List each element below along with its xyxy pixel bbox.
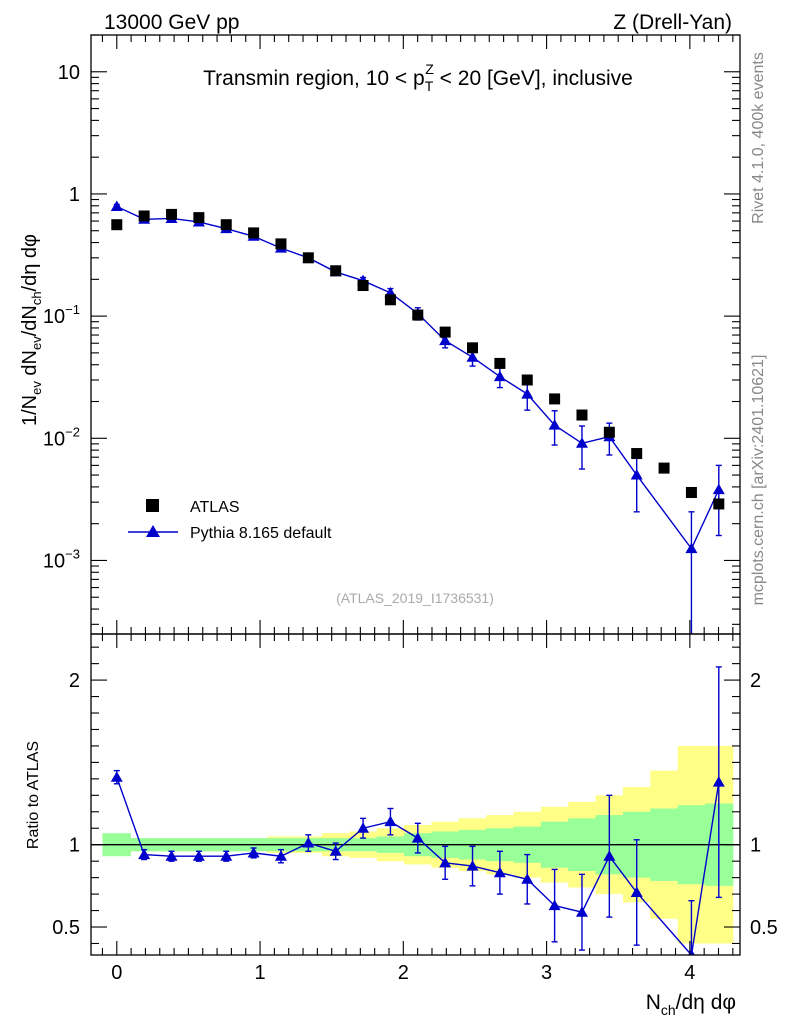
ratio-point <box>603 850 616 861</box>
ratio-point <box>357 822 370 833</box>
ratio-y-tick-label-right: 1 <box>750 835 761 857</box>
ratio-point <box>165 850 178 861</box>
svg-text:1/Nev dNev/dNch/dη dφ: 1/Nev dNev/dNch/dη dφ <box>19 234 44 426</box>
legend-pythia-marker <box>146 525 160 537</box>
x-tick-label: 2 <box>398 962 409 984</box>
pythia-point <box>439 334 452 346</box>
x-tick-label: 0 <box>111 962 122 984</box>
process-label: Z (Drell-Yan) <box>613 11 732 34</box>
ratio-point <box>138 848 151 860</box>
atlas-point <box>357 280 369 292</box>
legend-atlas-label: ATLAS <box>190 499 240 516</box>
main-panel-frame <box>90 34 741 635</box>
legend-atlas-marker <box>146 499 159 512</box>
pythia-point <box>575 437 588 448</box>
main-y-tick-label: 10−1 <box>43 302 80 328</box>
atlas-point <box>193 212 205 224</box>
axis-ticks <box>91 34 740 955</box>
legend-pythia-label: Pythia 8.165 default <box>190 525 332 542</box>
ratio-series <box>110 666 725 955</box>
atlas-point <box>384 294 396 306</box>
ratio-point <box>220 850 233 861</box>
atlas-point <box>467 342 479 354</box>
atlas-point <box>302 252 314 264</box>
ratio-point <box>384 815 397 827</box>
ratio-panel-frame <box>90 633 741 956</box>
ratio-y-tick-label-right: 2 <box>750 670 761 692</box>
atlas-point <box>549 393 561 405</box>
ratio-point <box>247 846 260 858</box>
atlas-point <box>412 309 424 321</box>
atlas-point <box>521 374 533 386</box>
pythia-point <box>685 542 698 554</box>
ratio-y-tick-label-left: 2 <box>69 670 80 692</box>
pythia-point <box>521 388 534 399</box>
atlas-point <box>275 238 287 250</box>
atlas-point <box>330 265 342 277</box>
atlas-point <box>494 357 506 369</box>
ratio-point <box>548 899 561 911</box>
atlas-point <box>138 210 150 222</box>
x-axis-label: Nch/dη dφ <box>646 991 736 1018</box>
plot-title: Transmin region, 10 < pTZ < 20 [GeV], in… <box>203 61 633 94</box>
pythia-point <box>466 351 479 362</box>
x-tick-label: 4 <box>684 962 695 984</box>
analysis-id: (ATLAS_2019_I1736531) <box>336 590 494 606</box>
ratio-point <box>575 906 588 917</box>
main-y-tick-label: 10−2 <box>43 424 80 450</box>
ratio-y-axis-label: Ratio to ATLAS <box>25 741 42 849</box>
atlas-point <box>439 326 451 338</box>
ratio-y-tick-label-right: 0.5 <box>750 917 778 939</box>
pythia-line <box>116 205 720 550</box>
atlas-point <box>603 426 615 438</box>
ratio-point <box>329 845 342 856</box>
energy-label: 13000 GeV pp <box>104 11 239 34</box>
atlas-point <box>220 219 232 231</box>
ratio-point <box>110 771 123 782</box>
atlas-point <box>166 208 178 220</box>
ratio-point <box>712 776 725 787</box>
atlas-point <box>631 448 643 460</box>
atlas-point <box>713 498 725 510</box>
ratio-line <box>116 776 720 955</box>
main-series <box>110 200 725 634</box>
atlas-point <box>685 486 697 498</box>
ratio-y-tick-label-left: 0.5 <box>52 917 80 939</box>
x-tick-label: 3 <box>541 962 552 984</box>
pythia-point <box>110 200 123 211</box>
ratio-point <box>439 856 452 868</box>
pythia-point <box>548 419 561 430</box>
atlas-point <box>111 219 123 231</box>
ratio-point <box>521 873 534 884</box>
ratio-point <box>192 850 205 861</box>
atlas-point <box>576 409 588 421</box>
x-tick-label: 1 <box>254 962 265 984</box>
ratio-point <box>411 832 424 843</box>
ratio-point <box>302 837 315 848</box>
main-y-tick-label: 1 <box>69 184 80 206</box>
legend: ATLAS Pythia 8.165 default <box>128 499 332 542</box>
ratio-point <box>493 866 506 878</box>
main-y-tick-label: 10 <box>58 62 80 84</box>
atlas-point <box>658 462 670 474</box>
mcplots-label: mcplots.cern.ch [arXiv:2401.10621] <box>750 355 767 606</box>
ratio-point <box>630 886 643 897</box>
atlas-point <box>248 227 260 239</box>
pythia-point <box>630 469 643 480</box>
ratio-point <box>274 850 287 861</box>
axis-tick-labels: 0 1 2 3 4 10 1 10−1 10−2 10−3 0.5 0.5 1 1 2 2 <box>43 62 778 984</box>
ratio-point <box>466 860 479 871</box>
main-y-tick-label: 10−3 <box>43 546 80 572</box>
pythia-point <box>493 370 506 382</box>
ratio-y-tick-label-left: 1 <box>69 835 80 857</box>
main-y-axis-label: 1/Nev dNev/dNch/dη dφ <box>19 234 44 426</box>
rivet-label: Rivet 4.1.0, 400k events <box>750 52 767 224</box>
pythia-point <box>712 483 725 495</box>
